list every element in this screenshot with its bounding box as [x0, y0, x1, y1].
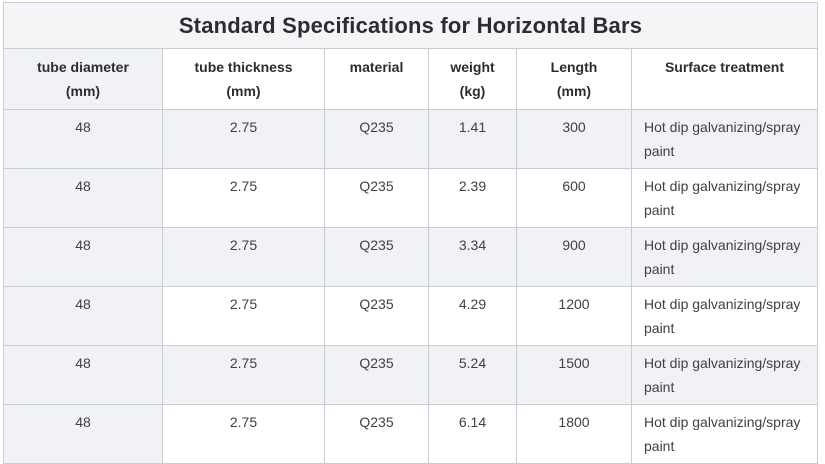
cell-material: Q235 [324, 109, 429, 169]
cell-tube-diameter: 48 [3, 109, 163, 169]
table-row: 48 2.75 Q235 4.29 1200 Hot dip galvanizi… [3, 286, 818, 346]
column-header-surface-treatment: Surface treatment [631, 48, 818, 110]
header-line-1: weight [450, 59, 495, 75]
cell-material: Q235 [324, 345, 429, 405]
cell-tube-thickness: 2.75 [162, 404, 325, 464]
cell-material: Q235 [324, 286, 429, 346]
cell-weight: 3.34 [428, 227, 517, 287]
cell-tube-thickness: 2.75 [162, 168, 325, 228]
header-line-2: (mm) [556, 83, 592, 99]
specifications-table: Standard Specifications for Horizontal B… [3, 2, 818, 464]
cell-tube-diameter: 48 [3, 168, 163, 228]
header-line-1: Surface treatment [664, 59, 785, 75]
cell-length: 600 [516, 168, 632, 228]
column-header-material: material [324, 48, 429, 110]
cell-weight: 5.24 [428, 345, 517, 405]
header-line-2: (kg) [459, 83, 486, 99]
cell-tube-thickness: 2.75 [162, 109, 325, 169]
cell-tube-thickness: 2.75 [162, 286, 325, 346]
header-line-2: (mm) [226, 83, 261, 99]
table-row: 48 2.75 Q235 1.41 300 Hot dip galvanizin… [3, 109, 818, 169]
cell-weight: 6.14 [428, 404, 517, 464]
cell-length: 1800 [516, 404, 632, 464]
cell-material: Q235 [324, 404, 429, 464]
header-line-2: (mm) [65, 83, 101, 99]
cell-surface-treatment: Hot dip galvanizing/spray paint [631, 109, 818, 169]
column-header-tube-diameter: tube diameter (mm) [3, 48, 163, 110]
cell-length: 1500 [516, 345, 632, 405]
cell-weight: 4.29 [428, 286, 517, 346]
header-line-1: tube thickness [194, 59, 293, 75]
cell-tube-diameter: 48 [3, 286, 163, 346]
table-row: 48 2.75 Q235 2.39 600 Hot dip galvanizin… [3, 168, 818, 228]
header-line-1: tube diameter [37, 59, 129, 75]
cell-length: 1200 [516, 286, 632, 346]
cell-length: 900 [516, 227, 632, 287]
spec-table-container: Standard Specifications for Horizontal B… [3, 2, 818, 464]
column-header-weight: weight (kg) [428, 48, 517, 110]
cell-tube-diameter: 48 [3, 345, 163, 405]
cell-tube-diameter: 48 [3, 404, 163, 464]
table-body: 48 2.75 Q235 1.41 300 Hot dip galvanizin… [3, 109, 818, 464]
cell-surface-treatment: Hot dip galvanizing/spray paint [631, 286, 818, 346]
column-header-length: Length (mm) [516, 48, 632, 110]
table-row: 48 2.75 Q235 6.14 1800 Hot dip galvanizi… [3, 404, 818, 464]
header-row: tube diameter (mm) tube thickness (mm) m… [3, 48, 818, 110]
cell-tube-thickness: 2.75 [162, 227, 325, 287]
cell-weight: 2.39 [428, 168, 517, 228]
table-row: 48 2.75 Q235 5.24 1500 Hot dip galvanizi… [3, 345, 818, 405]
cell-surface-treatment: Hot dip galvanizing/spray paint [631, 168, 818, 228]
page-title: Standard Specifications for Horizontal B… [3, 2, 818, 49]
cell-weight: 1.41 [428, 109, 517, 169]
column-header-tube-thickness: tube thickness (mm) [162, 48, 325, 110]
cell-length: 300 [516, 109, 632, 169]
cell-surface-treatment: Hot dip galvanizing/spray paint [631, 227, 818, 287]
cell-material: Q235 [324, 168, 429, 228]
table-row: 48 2.75 Q235 3.34 900 Hot dip galvanizin… [3, 227, 818, 287]
cell-material: Q235 [324, 227, 429, 287]
title-row: Standard Specifications for Horizontal B… [3, 2, 818, 49]
cell-tube-thickness: 2.75 [162, 345, 325, 405]
cell-surface-treatment: Hot dip galvanizing/spray paint [631, 345, 818, 405]
cell-tube-diameter: 48 [3, 227, 163, 287]
cell-surface-treatment: Hot dip galvanizing/spray paint [631, 404, 818, 464]
header-line-1: Length [550, 59, 598, 75]
header-line-1: material [349, 59, 404, 75]
